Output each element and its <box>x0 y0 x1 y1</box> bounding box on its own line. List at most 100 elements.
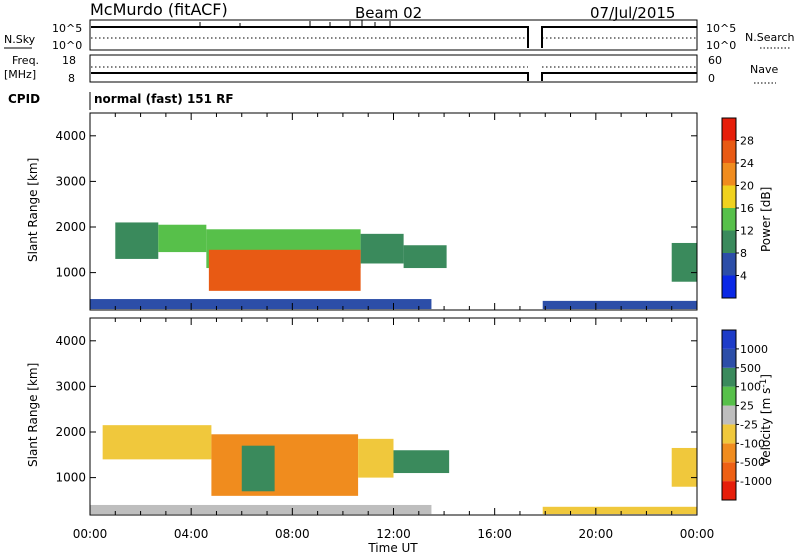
velocity-colorbar-swatch <box>722 348 736 368</box>
date-title: 07/Jul/2015 <box>590 4 675 22</box>
y-tick-label: 1000 <box>55 266 86 280</box>
y-tick-label: 3000 <box>55 174 86 188</box>
freq-label-2: [MHz] <box>4 68 36 81</box>
power-colorbar-tick-label: 24 <box>740 157 754 170</box>
power-colorbar-tick-label: 16 <box>740 202 754 215</box>
x-tick-label: 04:00 <box>174 527 209 541</box>
velocity-colorbar: 1000 500 100 25 -25 -100 -500 -1000 <box>721 329 772 501</box>
power-axes: 1000 2000 3000 4000 <box>55 113 698 310</box>
power-region-8 <box>542 300 697 310</box>
velocity-region-2 <box>241 445 275 492</box>
nsearch-tick-high: 10^5 <box>706 22 736 35</box>
velocity-colorbar-swatch <box>722 424 736 444</box>
nave-label: Nave <box>750 63 778 76</box>
velocity-region-4 <box>393 450 450 474</box>
power-region-7 <box>90 299 432 310</box>
x-tick-label: 00:00 <box>680 527 715 541</box>
power-colorbar-swatch <box>722 185 736 208</box>
power-colorbar-tick-label: 12 <box>740 225 754 238</box>
velocity-colorbar-tick-label: 1000 <box>740 343 768 356</box>
power-colorbar-swatch <box>722 163 736 186</box>
freq-panel-frame <box>89 54 698 83</box>
nsky-tick-low: 10^0 <box>52 39 82 52</box>
x-tick-label: 16:00 <box>477 527 512 541</box>
freq-label-1: Freq. <box>12 54 39 67</box>
nsky-trace <box>91 26 697 48</box>
nave-tick-high: 60 <box>708 54 722 67</box>
power-data-layer <box>90 222 697 310</box>
freq-tick-high: 18 <box>62 54 76 67</box>
velocity-data-layer <box>90 425 697 515</box>
power-colorbar-tick-label: 20 <box>740 180 754 193</box>
y-tick-label: 4000 <box>55 129 86 143</box>
power-colorbar-tick-label: 28 <box>740 135 754 148</box>
velocity-colorbar-tick-label: 25 <box>740 400 754 413</box>
velocity-colorbar-tick-label: -25 <box>740 418 758 431</box>
velocity-panel: 1000 2000 3000 4000 Slant Range [km] <box>26 317 698 516</box>
power-region-4 <box>403 245 447 269</box>
nsky-panel-frame <box>89 19 698 51</box>
x-axis-label: Time UT <box>367 541 418 554</box>
nsky-spikes <box>199 20 391 27</box>
power-colorbar-swatch <box>722 208 736 231</box>
nave-tick-low: 0 <box>708 72 715 85</box>
velocity-region-5 <box>671 447 697 487</box>
nsky-label: N.Sky <box>4 33 36 46</box>
velocity-region-6 <box>90 504 432 515</box>
power-panel: 1000 2000 3000 4000 Slant Range [km] <box>26 112 698 311</box>
power-colorbar-swatch <box>722 253 736 276</box>
velocity-ylabel: Slant Range [km] <box>26 363 40 467</box>
power-region-1 <box>158 224 207 253</box>
y-tick-label: 1000 <box>55 471 86 485</box>
freq-trace <box>91 72 697 81</box>
power-region-0 <box>115 222 159 259</box>
x-tick-label: 12:00 <box>376 527 411 541</box>
power-colorbar: 4 8 12 16 20 24 28 <box>721 117 754 299</box>
velocity-colorbar-tick-label: 100 <box>740 381 761 394</box>
power-ylabel: Slant Range [km] <box>26 158 40 262</box>
power-colorbar-swatch <box>722 275 736 298</box>
velocity-colorbar-label: Velocity [m s-1] <box>759 374 773 465</box>
x-tick-label: 00:00 <box>73 527 108 541</box>
time-axis: 00:00 04:00 08:00 12:00 16:00 20:00 00:00 <box>73 527 715 541</box>
power-colorbar-swatch <box>722 140 736 163</box>
cpid-text: normal (fast) 151 RF <box>94 92 234 106</box>
velocity-colorbar-frame <box>721 329 737 501</box>
nsearch-tick-low: 10^0 <box>706 39 736 52</box>
velocity-region-7 <box>542 506 697 515</box>
x-tick-label: 20:00 <box>579 527 614 541</box>
velocity-frame <box>89 317 698 516</box>
power-colorbar-tick-label: 8 <box>740 247 747 260</box>
velocity-colorbar-tick-label: -100 <box>740 437 765 450</box>
velocity-colorbar-swatch <box>722 462 736 482</box>
velocity-colorbar-swatch <box>722 443 736 463</box>
velocity-colorbar-tick-label: -500 <box>740 456 765 469</box>
nsearch-label: N.Search <box>745 31 795 44</box>
velocity-colorbar-tick-label: -1000 <box>740 475 772 488</box>
power-region-3 <box>360 233 404 264</box>
power-colorbar-label: Power [dB] <box>759 187 773 252</box>
velocity-region-0 <box>102 425 212 460</box>
velocity-colorbar-swatch <box>722 481 736 500</box>
velocity-colorbar-swatch <box>722 330 736 349</box>
power-colorbar-tick-label: 4 <box>740 270 747 283</box>
station-title: McMurdo (fitACF) <box>90 0 228 19</box>
velocity-colorbar-swatch <box>722 405 736 425</box>
power-region-5 <box>208 249 361 291</box>
y-tick-label: 4000 <box>55 334 86 348</box>
power-region-6 <box>671 242 697 282</box>
beam-title: Beam 02 <box>355 4 422 22</box>
velocity-colorbar-swatch <box>722 386 736 406</box>
nsky-tick-high: 10^5 <box>52 22 82 35</box>
velocity-region-3 <box>358 438 394 478</box>
freq-tick-low: 8 <box>68 72 75 85</box>
velocity-region-1 <box>211 434 359 496</box>
velocity-colorbar-tick-label: 500 <box>740 362 761 375</box>
power-colorbar-swatch <box>722 230 736 253</box>
y-tick-label: 2000 <box>55 425 86 439</box>
velocity-axes: 1000 2000 3000 4000 <box>55 318 698 515</box>
y-tick-label: 3000 <box>55 379 86 393</box>
velocity-colorbar-swatch <box>722 367 736 387</box>
power-frame <box>89 112 698 311</box>
